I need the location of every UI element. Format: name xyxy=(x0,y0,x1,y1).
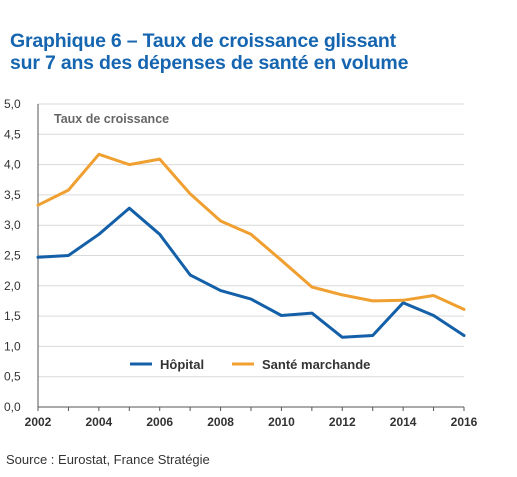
x-tick-label: 2002 xyxy=(25,415,52,429)
y-tick-label: 0,0 xyxy=(4,400,21,414)
legend-label: Santé marchande xyxy=(262,357,370,372)
legend-label: Hôpital xyxy=(160,357,204,372)
y-tick-label: 1,5 xyxy=(4,309,21,323)
y-tick-label: 0,5 xyxy=(4,370,21,384)
gridlines xyxy=(38,103,464,408)
y-tick-label: 5,0 xyxy=(4,97,21,111)
y-axis-label: Taux de croissance xyxy=(54,112,169,126)
y-tick-label: 4,0 xyxy=(4,158,21,172)
y-tick-label: 3,0 xyxy=(4,218,21,232)
x-tick-label: 2014 xyxy=(390,415,417,429)
x-tick-label: 2006 xyxy=(146,415,173,429)
y-tick-label: 3,5 xyxy=(4,188,21,202)
line-chart: 0,00,51,01,52,02,53,03,54,04,55,0 2002 20… xyxy=(4,97,478,429)
x-tick-label: 2008 xyxy=(207,415,234,429)
series-lines xyxy=(36,152,466,339)
y-tick-label: 4,5 xyxy=(4,127,21,141)
series-line-hopital xyxy=(36,206,466,339)
x-tick-label: 2012 xyxy=(329,415,356,429)
y-tick-label: 2,0 xyxy=(4,279,21,293)
y-axis: 0,0 0,5 1,0 1,5 2,0 2,5 3,0 3,5 4,0 4,5 5,0 xyxy=(4,97,39,414)
source-note: Source : Eurostat, France Stratégie xyxy=(6,452,210,467)
chart-title-line-2: sur 7 ans des dépenses de santé en volum… xyxy=(10,52,409,74)
legend: Hôpital Santé marchande xyxy=(130,357,370,372)
x-tick-label: 2004 xyxy=(86,415,113,429)
x-tick-label: 2016 xyxy=(451,415,478,429)
chart-title: Graphique 6 – Taux de croissance glissan… xyxy=(10,30,510,74)
chart-title-line-1: Graphique 6 – Taux de croissance glissan… xyxy=(10,30,396,52)
y-tick-label: 2,5 xyxy=(4,249,21,263)
x-tick-label: 2010 xyxy=(268,415,295,429)
x-axis: 2002 2004 2006 2008 2010 2012 2014 2016 xyxy=(25,406,478,429)
y-tick-label: 1,0 xyxy=(4,339,21,353)
series-line-sante-marchande xyxy=(36,152,466,311)
